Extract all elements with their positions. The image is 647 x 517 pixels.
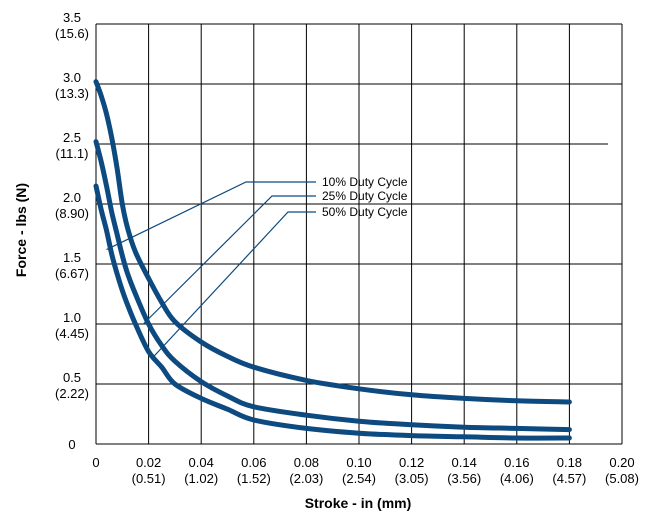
legend-leader-line (153, 211, 316, 357)
series-line-3 (93, 183, 572, 441)
y-tick-sublabel: (6.67) (55, 266, 89, 281)
x-tick-sublabel: (3.05) (395, 471, 429, 486)
series-group (93, 79, 572, 441)
x-tick-label: 0.02 (136, 455, 161, 470)
x-tick-label: 0.10 (346, 455, 371, 470)
x-axis-title: Stroke - in (mm) (305, 495, 412, 511)
y-tick-sublabel: (13.3) (55, 86, 89, 101)
x-tick-sublabel: (4.57) (552, 471, 586, 486)
x-tick-label: 0 (92, 455, 99, 470)
x-tick-sublabel: (1.02) (184, 471, 218, 486)
grid (95, 23, 623, 445)
x-tick-label: 0.18 (557, 455, 582, 470)
series-line-1 (93, 79, 572, 405)
series-line-2 (93, 139, 572, 433)
x-tick-sublabel: (3.56) (447, 471, 481, 486)
x-tick-label: 0.06 (241, 455, 266, 470)
x-tick-sublabel: (2.54) (342, 471, 376, 486)
x-tick-sublabel: (0.51) (132, 471, 166, 486)
x-axis-ticks: 0 0.02(0.51) 0.04(1.02) 0.06(1.52) 0.08(2.03… (92, 455, 639, 486)
y-tick-label: 3.0 (63, 70, 81, 85)
y-tick-sublabel: (11.1) (56, 146, 89, 161)
x-tick-label: 0.12 (399, 455, 424, 470)
y-axis-ticks: 0 0.5(2.22) 1.0(4.45) 1.5(6.67) 2.0(8.90) 2.5… (55, 10, 89, 452)
legend-leader-line (142, 195, 316, 325)
legend-leader-line (106, 181, 316, 251)
x-tick-label: 0.04 (189, 455, 214, 470)
y-tick-sublabel: (8.90) (55, 206, 89, 221)
legend-label: 50% Duty Cycle (322, 205, 408, 219)
y-tick-sublabel: (2.22) (55, 386, 89, 401)
y-tick-sublabel: (4.45) (55, 326, 89, 341)
y-tick-label: 1.0 (63, 310, 81, 325)
x-tick-label: 0.16 (504, 455, 529, 470)
x-tick-label: 0.08 (294, 455, 319, 470)
x-tick-sublabel: (2.03) (289, 471, 323, 486)
y-tick-sublabel: (15.6) (55, 26, 89, 41)
y-tick-label: 0.5 (63, 370, 81, 385)
y-tick-label: 0 (68, 437, 75, 452)
x-tick-sublabel: (5.08) (605, 471, 639, 486)
x-tick-sublabel: (4.06) (500, 471, 534, 486)
y-tick-label: 2.5 (63, 130, 81, 145)
x-tick-label: 0.14 (452, 455, 477, 470)
y-tick-label: 2.0 (63, 190, 81, 205)
y-axis-title: Force - lbs (N) (13, 183, 29, 277)
legend-label: 10% Duty Cycle (322, 175, 408, 189)
y-tick-label: 1.5 (63, 250, 81, 265)
x-tick-sublabel: (1.52) (237, 471, 271, 486)
x-tick-label: 0.20 (609, 455, 634, 470)
legend-label: 25% Duty Cycle (322, 189, 408, 203)
y-tick-label: 3.5 (63, 10, 81, 25)
